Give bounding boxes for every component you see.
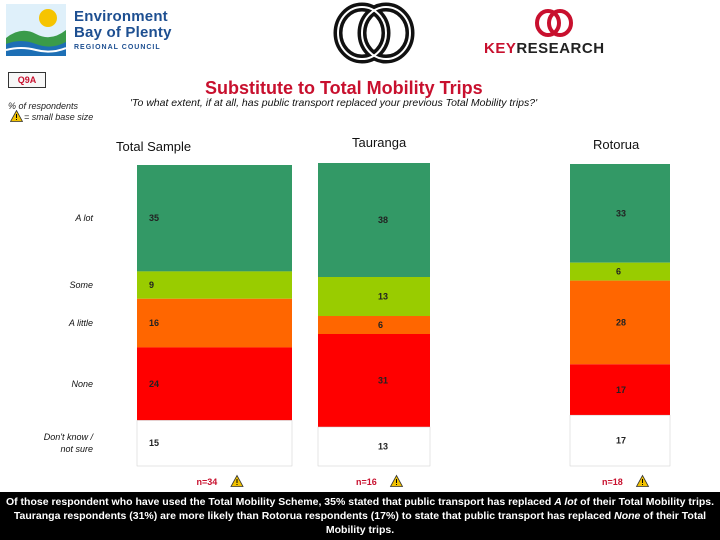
bar-segment-1 — [570, 262, 670, 281]
interlocking-rings-icon — [333, 2, 415, 64]
base-size-label: n=18 — [602, 477, 623, 487]
footer-text-2: of their Total Mobility trips. Tauranga … — [13, 496, 715, 522]
bar-segment-1 — [318, 277, 430, 316]
page-title: Substitute to Total Mobility Trips — [205, 78, 483, 98]
row-label: Don't know / — [44, 432, 95, 442]
landscape-emblem-icon — [6, 4, 66, 56]
data-label: 17 — [616, 436, 626, 446]
data-label: 28 — [616, 317, 626, 327]
key-research-wordmark: KEYRESEARCH — [484, 40, 605, 57]
footer-text-3: of their Total Mobility trips. — [325, 510, 707, 536]
bar-segment-3 — [318, 334, 430, 427]
base-size-label: n=34 — [197, 477, 218, 487]
data-label: 17 — [616, 385, 626, 395]
brand-research: RESEARCH — [516, 40, 605, 57]
row-label: A little — [68, 318, 93, 328]
data-label: 6 — [616, 267, 621, 277]
bar-segment-2 — [137, 298, 292, 348]
bar-segment-3 — [137, 347, 292, 421]
warning-triangle-icon — [389, 474, 404, 487]
bar-segment-2 — [570, 280, 670, 365]
data-label: 6 — [378, 320, 383, 330]
small-base-note: = small base size — [24, 112, 94, 122]
question-tag: Q9A — [8, 72, 46, 88]
stacked-bar-chart: 35 A lot 9 Some 16 A little 24 None 15 Don't know… — [44, 163, 671, 487]
column-title: Tauranga — [352, 135, 407, 150]
data-label: 31 — [378, 376, 388, 386]
data-label: 16 — [149, 318, 159, 328]
column-title: Rotorua — [593, 137, 640, 152]
column-title: Total Sample — [116, 139, 192, 154]
bar-segment-4 — [136, 420, 293, 467]
bar-segment-0 — [137, 165, 292, 272]
bar-segment-4 — [569, 414, 671, 467]
summary-footer: Of those respondent who have used the To… — [0, 492, 720, 540]
org-name-line2: Bay of Plenty — [74, 24, 172, 41]
header: Environment Bay of Plenty REGIONAL COUNC… — [0, 0, 720, 66]
row-label: not sure — [60, 444, 93, 454]
footer-text-1: Of those respondent who have used the To… — [5, 496, 555, 508]
bar-segment-1 — [137, 271, 292, 299]
data-label: 24 — [149, 379, 159, 389]
data-label: 33 — [616, 208, 626, 218]
question-text: 'To what extent, if at all, has public t… — [130, 97, 538, 109]
warning-triangle-icon — [10, 110, 23, 122]
environment-bop-logo: Environment Bay of Plenty REGIONAL COUNC… — [4, 2, 171, 62]
bar-segment-0 — [570, 164, 670, 263]
base-note: % of respondents — [8, 101, 79, 111]
row-label: None — [71, 379, 93, 389]
org-name-line3: REGIONAL COUNCIL — [74, 44, 161, 51]
brand-key: KEY — [484, 40, 517, 57]
warning-triangle-icon — [230, 474, 244, 487]
footer-italic-2: None — [614, 510, 641, 522]
data-label: 9 — [149, 280, 154, 290]
bar-segment-2 — [318, 316, 430, 334]
data-label: 38 — [378, 215, 388, 225]
data-label: 15 — [149, 438, 159, 448]
bar-segment-4 — [317, 426, 431, 467]
row-label: A lot — [74, 213, 93, 223]
org-name-line1: Environment — [74, 8, 168, 25]
data-label: 13 — [378, 442, 388, 452]
bar-segment-3 — [570, 364, 670, 416]
key-research-logo: KEYRESEARCH — [480, 6, 630, 62]
warning-triangle-icon — [635, 474, 650, 487]
footer-italic-1: A lot — [554, 496, 578, 508]
data-label: 13 — [378, 292, 388, 302]
row-label: Some — [69, 280, 93, 290]
key-research-mark-icon — [535, 9, 573, 37]
bar-segment-0 — [318, 163, 430, 277]
data-label: 35 — [149, 213, 159, 223]
base-size-label: n=16 — [356, 477, 377, 487]
